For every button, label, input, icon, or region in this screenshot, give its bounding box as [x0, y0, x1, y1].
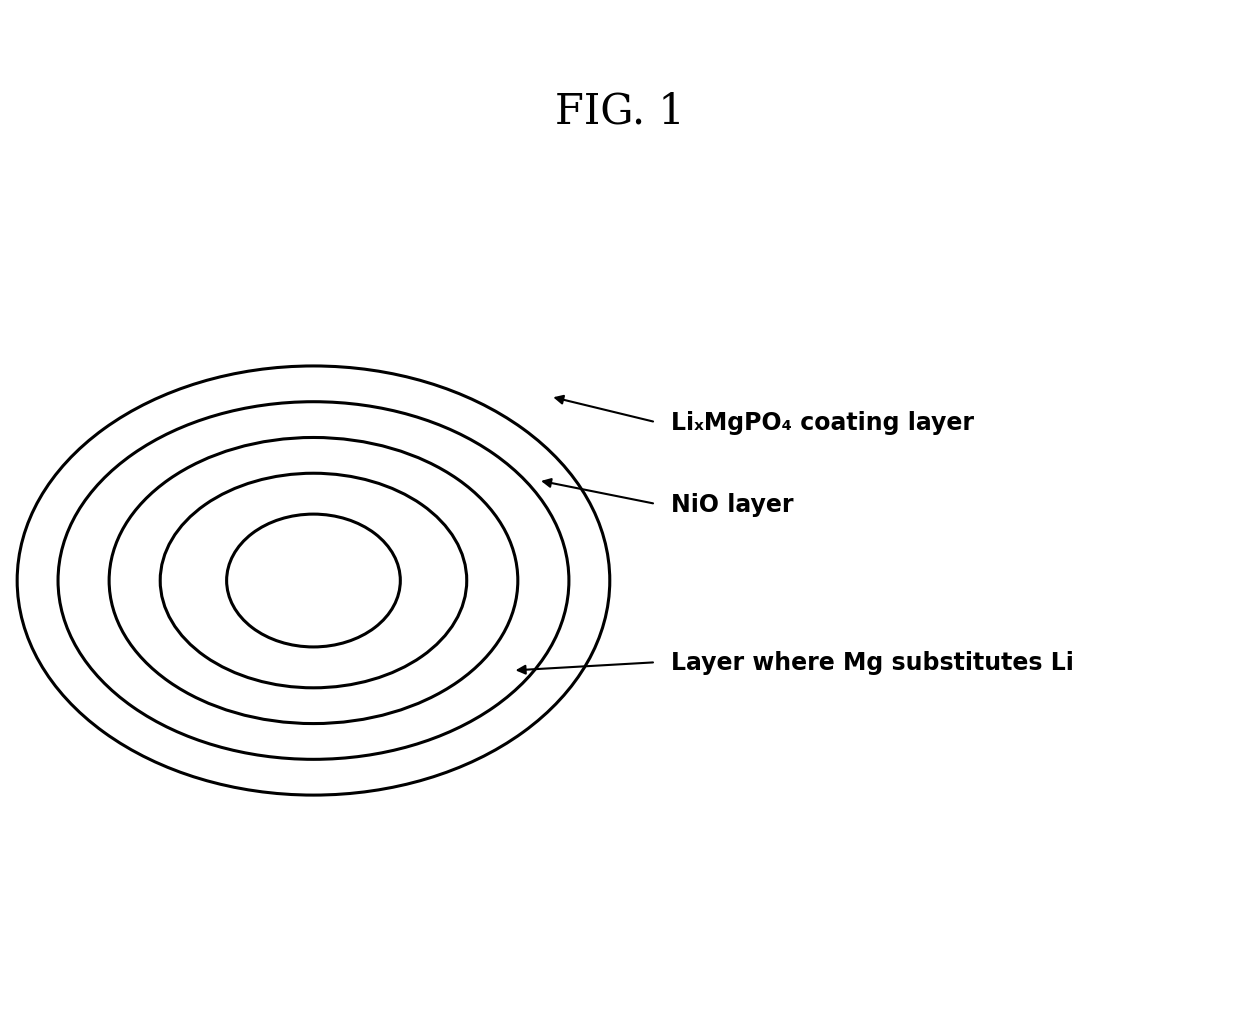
Text: NiO layer: NiO layer [671, 492, 794, 517]
Ellipse shape [227, 515, 401, 647]
Ellipse shape [160, 474, 466, 688]
Text: LiₓMgPO₄ coating layer: LiₓMgPO₄ coating layer [671, 411, 975, 435]
Ellipse shape [58, 403, 569, 759]
Text: FIG. 1: FIG. 1 [556, 91, 684, 132]
Ellipse shape [17, 367, 610, 795]
Text: Layer where Mg substitutes Li: Layer where Mg substitutes Li [671, 650, 1074, 675]
Ellipse shape [109, 438, 518, 723]
